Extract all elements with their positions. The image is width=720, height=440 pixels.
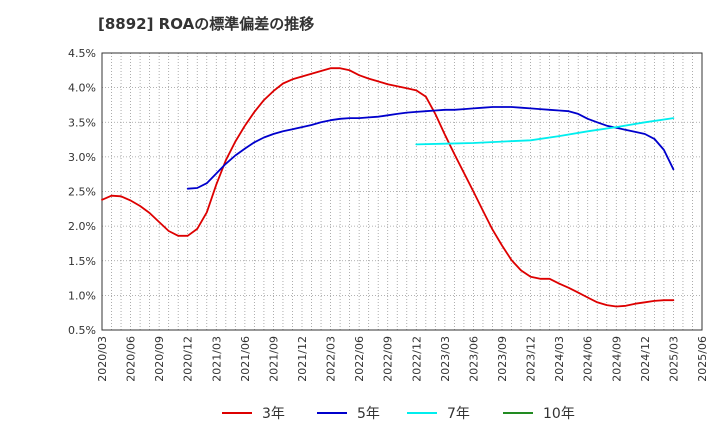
legend: 3年 5年 7年 10年: [222, 406, 575, 422]
x-tick-label: 2023/03: [439, 336, 452, 382]
x-tick-label: 2020/06: [125, 336, 138, 382]
legend-label: 7年: [447, 406, 470, 422]
legend-label: 3年: [262, 406, 285, 422]
y-tick-label: 1.5%: [68, 255, 96, 268]
y-tick-label: 1.0%: [68, 289, 96, 302]
y-tick-label: 3.0%: [68, 151, 96, 164]
x-tick-label: 2024/03: [553, 336, 566, 382]
x-tick-label: 2025/06: [696, 336, 709, 382]
series-line-3年: [101, 67, 675, 308]
x-tick-label: 2025/03: [667, 336, 680, 382]
x-tick-label: 2021/03: [210, 336, 223, 382]
x-tick-label: 2020/12: [182, 336, 195, 382]
x-tick-label: 2024/09: [610, 336, 623, 382]
x-tick-label: 2022/12: [410, 336, 423, 382]
x-tick-label: 2024/06: [582, 336, 595, 382]
x-tick-label: 2023/06: [467, 336, 480, 382]
y-tick-label: 2.0%: [68, 220, 96, 233]
y-tick-label: 0.5%: [68, 324, 96, 337]
y-tick-label: 4.0%: [68, 82, 96, 95]
y-tick-label: 3.5%: [68, 116, 96, 129]
x-tick-label: 2022/03: [325, 336, 338, 382]
series-line-7年: [415, 117, 675, 146]
x-tick-label: 2021/09: [267, 336, 280, 382]
chart-title: [8892] ROAの標準偏差の推移: [98, 15, 315, 33]
x-tick-label: 2020/03: [96, 336, 109, 382]
x-tick-label: 2023/09: [496, 336, 509, 382]
x-axis-tick-labels: 2020/03 2020/06 2020/09 2020/12 2021/03 2021/…: [96, 336, 709, 382]
horizontal-grid-lines: [102, 87, 702, 296]
y-tick-label: 2.5%: [68, 186, 96, 199]
legend-label: 5年: [357, 406, 380, 422]
x-tick-label: 2022/06: [353, 336, 366, 382]
x-tick-label: 2021/12: [296, 336, 309, 382]
x-tick-label: 2024/12: [639, 336, 652, 382]
legend-label: 10年: [543, 406, 575, 422]
x-tick-label: 2020/09: [153, 336, 166, 382]
plot-area-frame: [101, 52, 703, 331]
x-tick-label: 2023/12: [525, 336, 538, 382]
series-lines: [101, 67, 675, 308]
x-tick-label: 2022/09: [382, 336, 395, 382]
series-line-5年: [186, 106, 675, 190]
y-axis-tick-labels: 0.5% 1.0% 1.5% 2.0% 2.5% 3.0% 3.5% 4.0% 4.5%: [68, 47, 96, 337]
x-tick-label: 2021/06: [239, 336, 252, 382]
y-tick-label: 4.5%: [68, 47, 96, 60]
